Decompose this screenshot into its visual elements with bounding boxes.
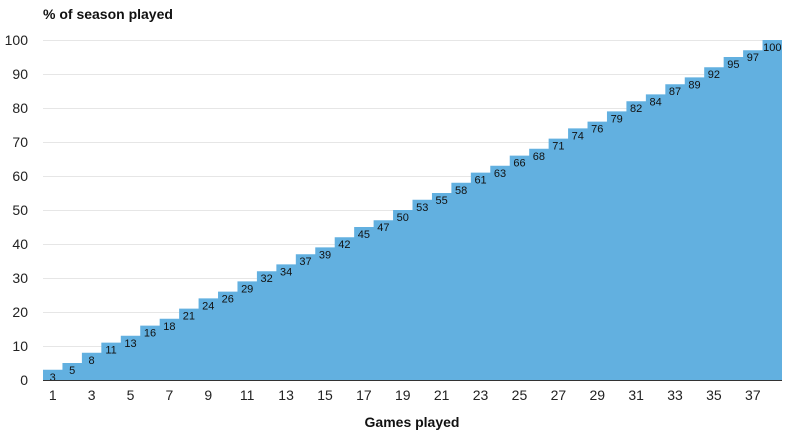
data-label: 24 xyxy=(202,300,214,312)
y-tick-label: 20 xyxy=(12,304,28,320)
y-tick-label: 10 xyxy=(12,338,28,354)
x-tick-label: 19 xyxy=(395,387,411,403)
data-label: 55 xyxy=(436,195,448,207)
x-tick-label: 27 xyxy=(551,387,567,403)
x-tick-label: 7 xyxy=(166,387,174,403)
y-tick-label: 40 xyxy=(12,236,28,252)
plot-area xyxy=(43,40,782,380)
data-label: 11 xyxy=(105,345,116,357)
step-area xyxy=(43,40,782,380)
x-tick-label: 9 xyxy=(204,387,212,403)
data-label: 82 xyxy=(630,103,642,115)
x-tick-label: 5 xyxy=(127,387,135,403)
y-tick-label: 90 xyxy=(12,66,28,82)
x-tick-label: 21 xyxy=(434,387,450,403)
data-label: 13 xyxy=(124,338,136,350)
data-label: 61 xyxy=(474,175,486,187)
data-label: 29 xyxy=(241,283,253,295)
data-label: 5 xyxy=(69,365,75,377)
x-axis-ticks: 1 3 5 7 9 11 13 15 17 19 21 23 25 27 29 31 33 35 37 xyxy=(49,387,761,403)
x-tick-label: 33 xyxy=(667,387,683,403)
x-tick-label: 35 xyxy=(706,387,722,403)
data-label: 37 xyxy=(299,256,311,268)
data-label: 68 xyxy=(533,151,545,163)
data-label: 58 xyxy=(455,185,467,197)
data-label: 84 xyxy=(649,96,661,108)
y-tick-label: 30 xyxy=(12,270,28,286)
x-tick-label: 3 xyxy=(88,387,96,403)
x-tick-label: 1 xyxy=(49,387,57,403)
y-tick-label: 100 xyxy=(5,32,29,48)
data-label: 8 xyxy=(89,355,95,367)
x-tick-label: 37 xyxy=(745,387,761,403)
data-label: 95 xyxy=(727,59,739,71)
data-label: 3 xyxy=(50,372,56,384)
y-tick-label: 50 xyxy=(12,202,28,218)
data-label: 45 xyxy=(358,229,370,241)
data-label: 92 xyxy=(708,69,720,81)
data-label: 79 xyxy=(611,113,623,125)
y-tick-label: 80 xyxy=(12,100,28,116)
data-label: 87 xyxy=(669,86,681,98)
data-label: 89 xyxy=(688,79,700,91)
data-label: 66 xyxy=(513,158,525,170)
data-label: 21 xyxy=(183,311,195,323)
data-label: 39 xyxy=(319,249,331,261)
x-tick-label: 11 xyxy=(240,387,255,403)
data-label: 97 xyxy=(747,52,759,64)
data-label: 71 xyxy=(552,141,564,153)
y-tick-label: 70 xyxy=(12,134,28,150)
data-label: 76 xyxy=(591,124,603,136)
y-tick-label: 0 xyxy=(20,372,28,388)
data-labels: 3581113161821242629323437394245475053555… xyxy=(50,42,782,384)
data-label: 53 xyxy=(416,202,428,214)
x-tick-label: 17 xyxy=(356,387,372,403)
x-tick-label: 31 xyxy=(628,387,644,403)
y-axis-title: % of season played xyxy=(43,6,173,22)
data-label: 26 xyxy=(222,294,234,306)
data-label: 18 xyxy=(163,321,175,333)
x-tick-label: 15 xyxy=(317,387,333,403)
data-label: 47 xyxy=(377,222,389,234)
x-tick-label: 13 xyxy=(278,387,294,403)
data-label: 32 xyxy=(261,273,273,285)
data-label: 42 xyxy=(338,239,350,251)
data-label: 63 xyxy=(494,168,506,180)
x-tick-label: 23 xyxy=(473,387,489,403)
data-label: 100 xyxy=(763,42,781,54)
data-label: 34 xyxy=(280,266,292,278)
data-label: 50 xyxy=(397,212,409,224)
data-label: 74 xyxy=(572,130,584,142)
y-tick-label: 60 xyxy=(12,168,28,184)
x-axis-title: Games played xyxy=(365,414,460,430)
x-tick-label: 29 xyxy=(589,387,605,403)
y-axis-ticks: 0 10 20 30 40 50 60 70 80 90 100 xyxy=(5,32,29,388)
data-label: 16 xyxy=(144,328,156,340)
x-tick-label: 25 xyxy=(512,387,528,403)
